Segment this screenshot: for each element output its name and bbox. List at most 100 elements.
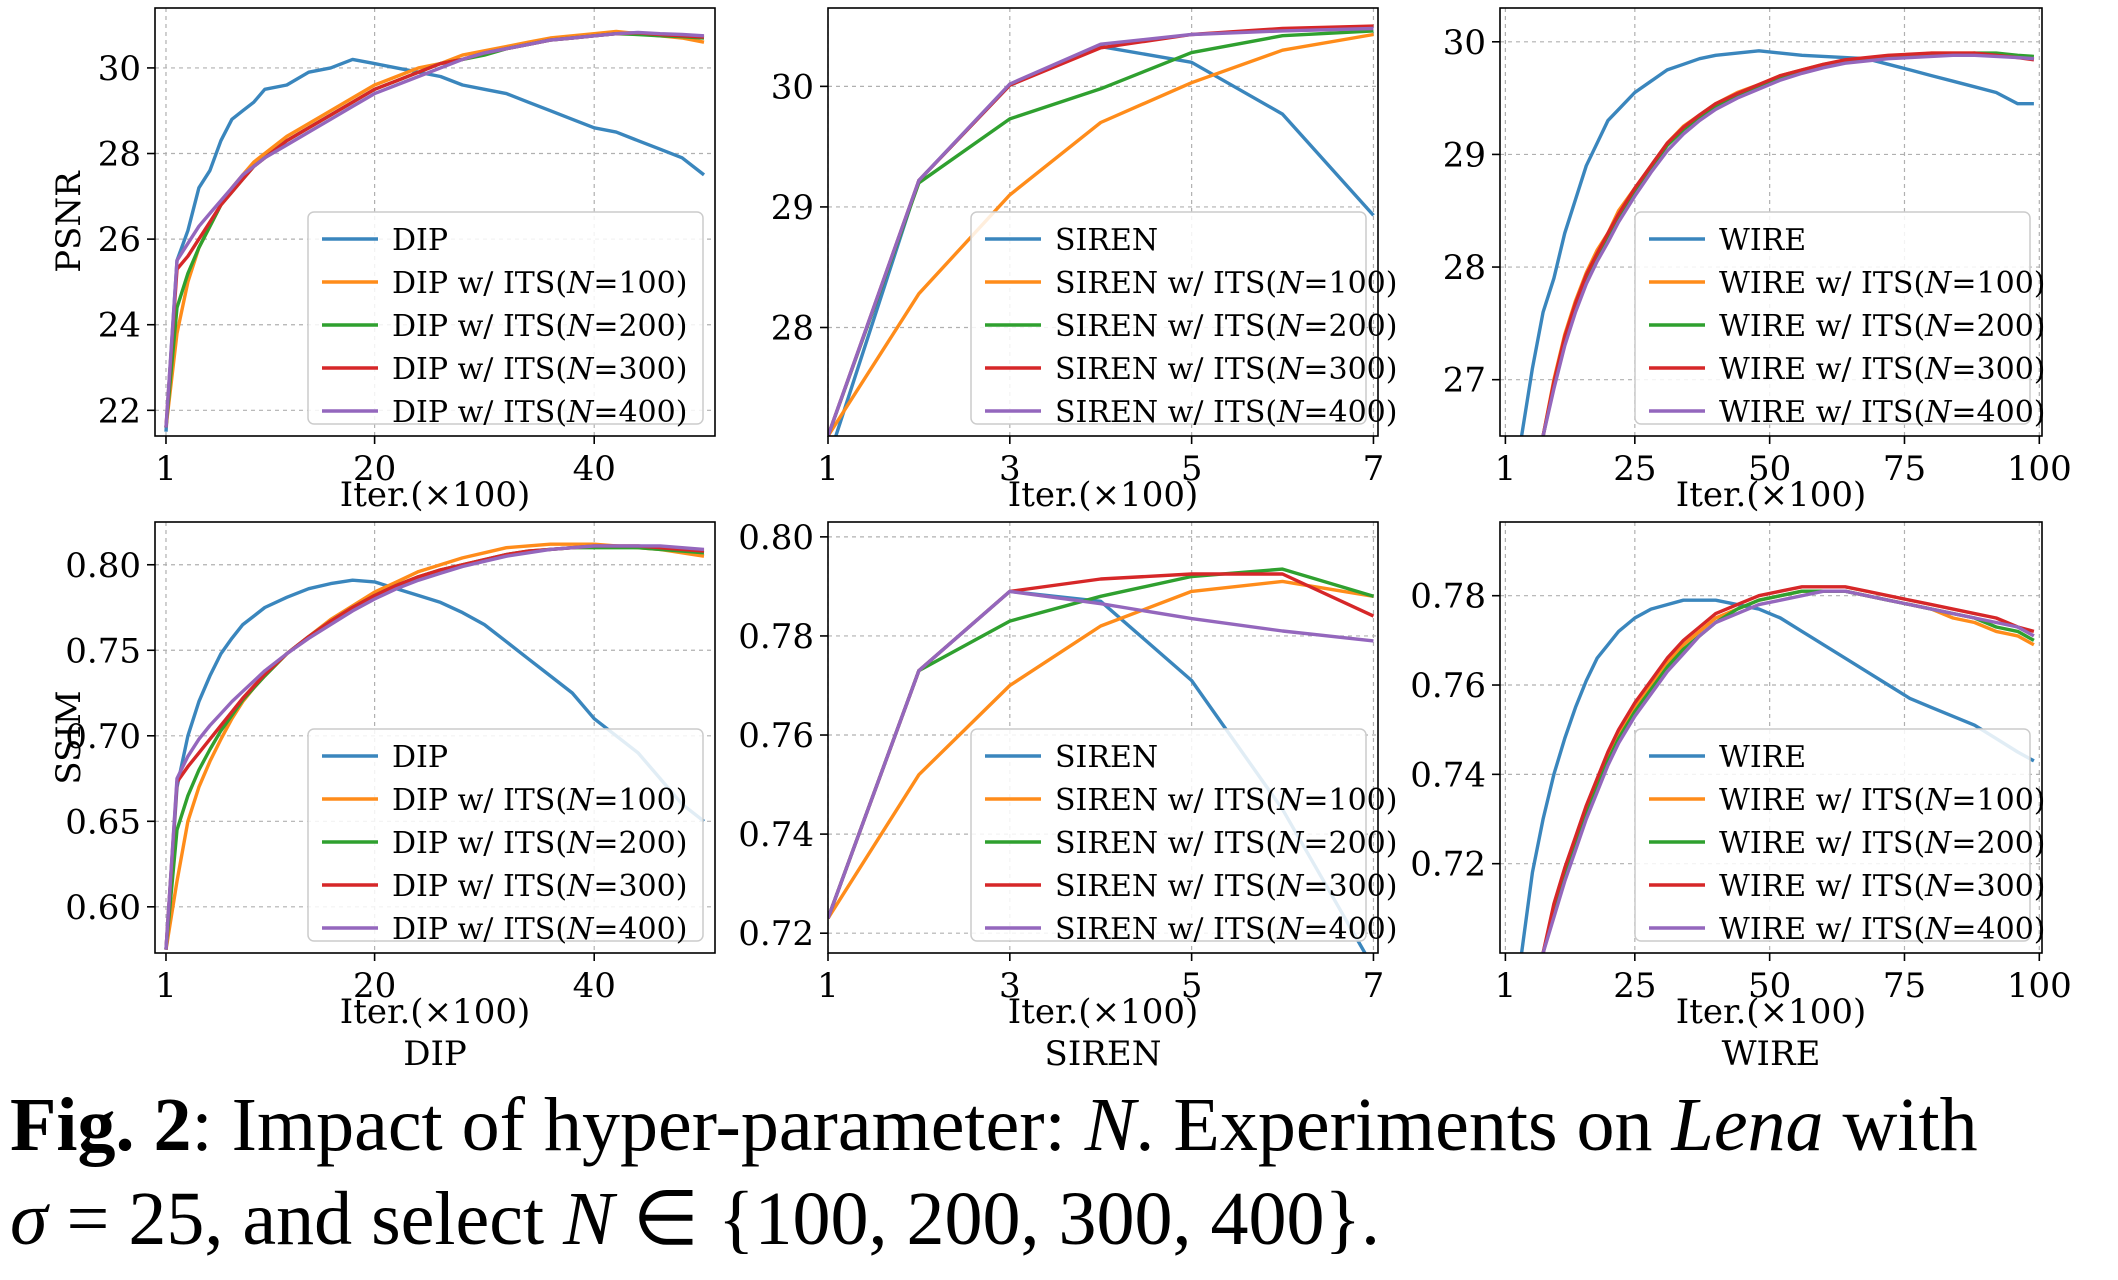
x-tick-label: 40	[573, 966, 616, 1006]
x-tick-label: 1	[1495, 449, 1517, 489]
series-line-dip	[164, 57, 706, 432]
legend-label: SIREN w/ ITS(N=200)	[1055, 309, 1397, 344]
y-tick-label: 29	[771, 188, 814, 228]
x-tick-label: 100	[2007, 966, 2072, 1006]
caption-var-n-2: N	[563, 1177, 614, 1261]
caption-var-n: N	[1084, 1083, 1136, 1167]
y-tick-label: 26	[98, 220, 141, 260]
y-axis-label: PSNR	[49, 170, 89, 273]
y-tick-label: 22	[98, 391, 141, 431]
chart-panel-siren-ssim: 1 3 5 70.720.740.760.780.80Iter.(×100)SIREN…	[738, 518, 1397, 1074]
legend-label: WIRE w/ ITS(N=100)	[1719, 266, 2046, 301]
chart-panel-wire-psnr: 1 25 50 75 100 27 28 29 30 Iter.(×100) WIRE WIRE w/…	[1443, 7, 2072, 515]
x-axis-label: Iter.(×100)	[340, 992, 530, 1032]
column-title: SIREN	[1045, 1034, 1162, 1074]
y-tick-label: 0.78	[738, 617, 814, 657]
x-tick-label: 40	[573, 449, 616, 489]
series-line-wire-w-its-n-400-	[1541, 53, 2035, 436]
y-tick-label: 0.74	[738, 815, 814, 855]
series-line-siren-w-its-n-400-	[828, 589, 1374, 919]
axes-frame	[1499, 521, 2043, 954]
legend-label: WIRE w/ ITS(N=300)	[1719, 352, 2046, 387]
legend-box	[1634, 211, 2031, 425]
series-line-wire-w-its-n-300-	[1541, 51, 2035, 436]
x-axis-label: Iter.(×100)	[1676, 992, 1866, 1032]
caption-text-1: Impact of hyper-parameter:	[212, 1083, 1085, 1167]
x-tick-label: 25	[1613, 449, 1656, 489]
axes-frame	[154, 521, 716, 954]
series-line-wire	[1519, 598, 2035, 953]
x-tick-label: 1	[817, 966, 839, 1006]
series-line-dip-w-its-n-400-	[164, 544, 705, 950]
y-tick-label: 0.80	[65, 546, 141, 586]
legend: SIREN SIREN w/ ITS(N=100) SIREN w/ ITS(N=2…	[970, 728, 1397, 947]
caption-text-3: with	[1823, 1083, 1978, 1167]
caption-text-5: ∈ {100, 200, 300, 400}.	[613, 1177, 1380, 1261]
legend-label: SIREN	[1055, 223, 1158, 258]
legend-box	[970, 728, 1367, 942]
figure-caption: Fig. 2: Impact of hyper-parameter: N. Ex…	[10, 1078, 2110, 1266]
chart-panel-siren-psnr: 1 3 5 7 28 29 30 Iter.(×100) SIREN SIREN w/ ITS(N…	[771, 7, 1397, 515]
y-tick-label: 28	[771, 308, 814, 348]
caption-text-2: . Experiments on	[1135, 1083, 1672, 1167]
x-tick-label: 1	[155, 966, 177, 1006]
x-tick-label: 50	[1748, 966, 1791, 1006]
legend-label: SIREN w/ ITS(N=300)	[1055, 352, 1397, 387]
legend-label: SIREN w/ ITS(N=400)	[1055, 395, 1397, 430]
y-tick-label: 0.76	[738, 716, 814, 756]
series-line-wire-w-its-n-300-	[1541, 585, 2035, 953]
y-tick-label: 0.72	[1410, 845, 1486, 885]
x-tick-label: 5	[1181, 966, 1203, 1006]
legend-label: DIP w/ ITS(N=200)	[392, 826, 687, 861]
x-axis-label: Iter.(×100)	[1008, 475, 1198, 515]
y-tick-label: 0.60	[65, 888, 141, 928]
x-tick-label: 3	[999, 966, 1021, 1006]
series-line-dip-w-its-n-400-	[164, 30, 705, 428]
legend-box	[970, 211, 1367, 425]
x-tick-label: 75	[1883, 449, 1926, 489]
column-title: DIP	[403, 1034, 467, 1074]
legend-label: DIP	[392, 740, 448, 775]
legend-label: WIRE	[1719, 223, 1806, 258]
y-tick-label: 24	[98, 306, 141, 346]
legend-box	[307, 728, 704, 942]
x-tick-label: 7	[1363, 449, 1385, 489]
y-tick-label: 0.76	[1410, 666, 1486, 706]
axes-frame	[827, 521, 1379, 954]
legend-label: DIP w/ ITS(N=300)	[392, 869, 687, 904]
x-tick-label: 75	[1883, 966, 1926, 1006]
legend-label: DIP w/ ITS(N=200)	[392, 309, 687, 344]
caption-colon: :	[191, 1083, 213, 1167]
x-tick-label: 5	[1181, 449, 1203, 489]
legend-label: SIREN w/ ITS(N=200)	[1055, 826, 1397, 861]
y-tick-label: 27	[1443, 361, 1486, 401]
legend: DIP DIP w/ ITS(N=100) DIP w/ ITS(N=200) DIP…	[307, 728, 704, 947]
y-tick-label: 0.74	[1410, 755, 1486, 795]
column-title: WIRE	[1722, 1034, 1821, 1074]
legend-label: DIP w/ ITS(N=300)	[392, 352, 687, 387]
legend: WIRE WIRE w/ ITS(N=100) WIRE w/ ITS(N=200)…	[1634, 728, 2046, 947]
legend-box	[307, 211, 704, 425]
legend-label: DIP w/ ITS(N=400)	[392, 912, 687, 947]
y-tick-label: 30	[1443, 23, 1486, 63]
legend-label: SIREN w/ ITS(N=400)	[1055, 912, 1397, 947]
x-tick-label: 1	[817, 449, 839, 489]
y-tick-label: 0.65	[65, 802, 141, 842]
x-tick-label: 50	[1748, 449, 1791, 489]
chart-panel-dip-psnr: 1 20 40 22 24 26 28 30 Iter.(×100) PSNR DIP DIP w/ …	[49, 7, 716, 515]
caption-sigma: σ	[10, 1177, 48, 1261]
y-tick-label: 30	[98, 49, 141, 89]
y-tick-label: 0.80	[738, 518, 814, 558]
x-tick-label: 1	[1495, 966, 1517, 1006]
y-tick-label: 0.72	[738, 914, 814, 954]
legend-label: DIP w/ ITS(N=100)	[392, 266, 687, 301]
chart-panel-dip-ssim: 1 20 40 0.60 0.65 0.70 0.75 0.80 Iter.(×100) SSIM…	[49, 521, 716, 1074]
legend: SIREN SIREN w/ ITS(N=100) SIREN w/ ITS(N=2…	[970, 211, 1397, 430]
y-tick-label: 30	[771, 67, 814, 107]
y-tick-label: 0.75	[65, 631, 141, 671]
caption-text-4: = 25, and select	[47, 1177, 564, 1261]
x-tick-label: 20	[353, 966, 396, 1006]
series-line-siren-w-its-n-100-	[828, 579, 1374, 920]
legend: WIRE WIRE w/ ITS(N=100) WIRE w/ ITS(N=200)…	[1634, 211, 2046, 430]
axes-frame	[154, 7, 716, 437]
